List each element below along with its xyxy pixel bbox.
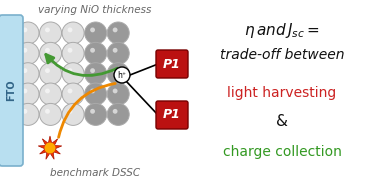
Circle shape [85, 63, 107, 85]
Circle shape [23, 27, 27, 32]
Text: charge collection: charge collection [223, 145, 341, 159]
Circle shape [113, 68, 118, 73]
Circle shape [113, 48, 118, 53]
Circle shape [90, 109, 95, 114]
Polygon shape [38, 136, 62, 159]
Circle shape [107, 63, 129, 85]
Circle shape [85, 103, 107, 125]
Circle shape [90, 89, 95, 93]
Circle shape [45, 89, 50, 93]
Circle shape [90, 48, 95, 53]
FancyArrowPatch shape [59, 83, 115, 137]
Circle shape [113, 109, 118, 114]
Text: FTO: FTO [6, 80, 16, 101]
Circle shape [62, 83, 84, 105]
Circle shape [107, 22, 129, 44]
Text: light harvesting: light harvesting [228, 86, 337, 100]
Circle shape [17, 22, 39, 44]
Circle shape [85, 83, 107, 105]
Text: P1: P1 [163, 109, 181, 122]
Circle shape [85, 22, 107, 44]
Circle shape [113, 89, 118, 93]
Circle shape [17, 42, 39, 64]
FancyBboxPatch shape [0, 15, 23, 166]
Circle shape [90, 68, 95, 73]
Circle shape [40, 63, 62, 85]
Circle shape [23, 68, 27, 73]
Text: benchmark DSSC: benchmark DSSC [50, 168, 140, 178]
Circle shape [17, 83, 39, 105]
Text: h⁺: h⁺ [118, 71, 127, 80]
Circle shape [40, 42, 62, 64]
Circle shape [62, 103, 84, 125]
Text: $\eta$$\,and\,J_{sc}=$: $\eta$$\,and\,J_{sc}=$ [244, 20, 320, 40]
Circle shape [62, 22, 84, 44]
Circle shape [62, 63, 84, 85]
Circle shape [40, 83, 62, 105]
Circle shape [68, 27, 73, 32]
Text: varying NiO thickness: varying NiO thickness [38, 5, 152, 15]
Circle shape [17, 63, 39, 85]
Circle shape [68, 48, 73, 53]
Circle shape [107, 42, 129, 64]
Circle shape [23, 89, 27, 93]
Circle shape [85, 42, 107, 64]
Circle shape [62, 42, 84, 64]
Circle shape [40, 103, 62, 125]
Text: trade-off between: trade-off between [220, 48, 344, 62]
Circle shape [45, 109, 50, 114]
Circle shape [114, 67, 130, 83]
Circle shape [107, 103, 129, 125]
Circle shape [68, 68, 73, 73]
Circle shape [45, 68, 50, 73]
Circle shape [90, 27, 95, 32]
Text: P1: P1 [163, 57, 181, 70]
Circle shape [45, 143, 56, 154]
Circle shape [68, 89, 73, 93]
Text: &: & [276, 115, 288, 130]
Circle shape [23, 109, 27, 114]
Circle shape [23, 48, 27, 53]
FancyArrowPatch shape [46, 55, 118, 76]
Circle shape [45, 48, 50, 53]
Circle shape [107, 83, 129, 105]
FancyBboxPatch shape [156, 50, 188, 78]
Circle shape [40, 22, 62, 44]
FancyBboxPatch shape [156, 101, 188, 129]
Circle shape [68, 109, 73, 114]
Circle shape [17, 103, 39, 125]
Circle shape [45, 27, 50, 32]
Circle shape [113, 27, 118, 32]
